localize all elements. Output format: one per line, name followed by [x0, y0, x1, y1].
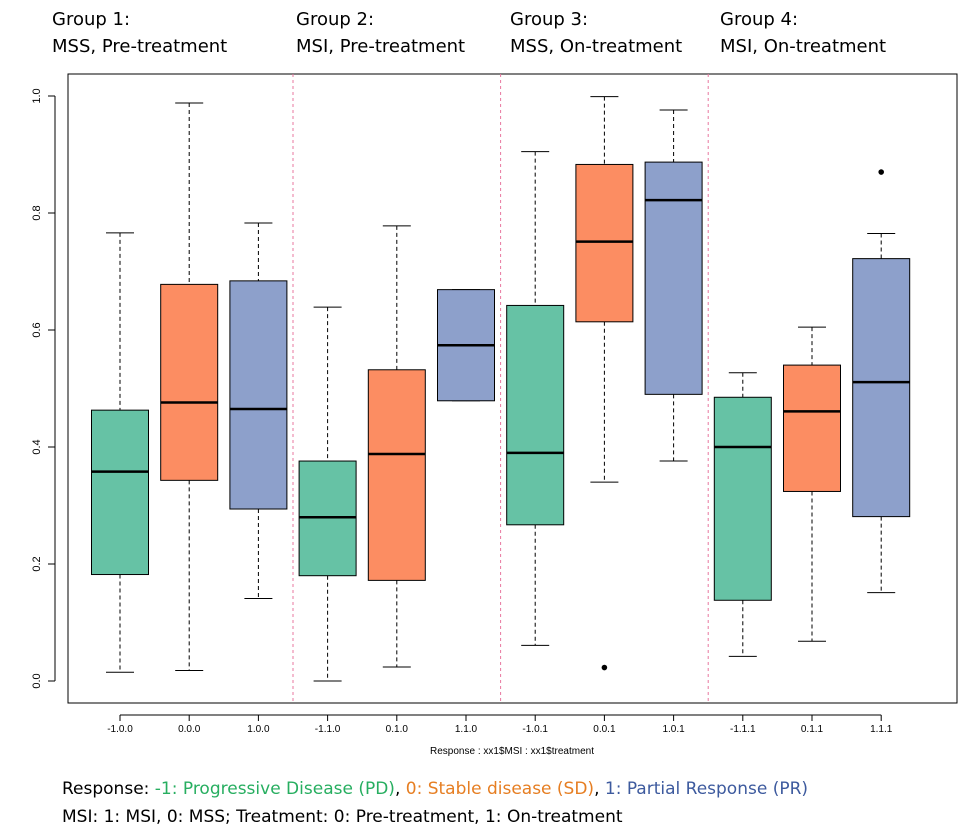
x-tick-label: 1.1.0 — [455, 724, 478, 735]
y-tick-label: 0.4 — [31, 439, 43, 454]
response-pd: -1: Progressive Disease (PD) — [154, 779, 395, 799]
group-subtitle: MSI, On-treatment — [720, 36, 887, 57]
group-subtitle: MSS, Pre-treatment — [52, 36, 228, 57]
group-title: Group 2: — [296, 9, 375, 30]
box-0.0.0 — [160, 283, 219, 481]
group-title: Group 4: — [720, 9, 799, 30]
outlier-point — [878, 169, 884, 175]
x-tick-label: 0.0.1 — [593, 724, 616, 735]
group-header-3: Group 3: MSS, On-treatment — [510, 6, 682, 60]
x-tick-label: -1.0.0 — [107, 724, 133, 735]
plot-frame — [67, 73, 958, 704]
response-sep-2: , — [594, 779, 605, 799]
box-1.0.0 — [229, 280, 288, 510]
x-tick-label: 1.1.1 — [870, 724, 893, 735]
box--1.0.0 — [91, 409, 149, 576]
y-tick-label: 0.8 — [31, 205, 43, 220]
group-title: Group 3: — [510, 9, 589, 30]
group-title: Group 1: — [52, 9, 131, 30]
box--1.1.1 — [713, 396, 772, 601]
box-0.1.0 — [367, 369, 426, 581]
y-tick-label: 0.0 — [31, 673, 43, 688]
x-tick-label: -1.0.1 — [522, 724, 548, 735]
x-tick-label: -1.1.1 — [730, 724, 756, 735]
box-0.1.1 — [783, 364, 841, 492]
x-tick-label: 1.0.1 — [662, 724, 685, 735]
response-sep-1: , — [394, 779, 406, 799]
box-1.1.1 — [852, 258, 911, 518]
y-tick-label: 0.2 — [31, 556, 43, 571]
response-pr: 1: Partial Response (PR) — [604, 779, 809, 799]
y-tick-label: 1.0 — [31, 88, 43, 103]
group-header-4: Group 4: MSI, On-treatment — [720, 6, 886, 60]
x-tick-label: 0.1.1 — [801, 724, 824, 735]
group-header-2: Group 2: MSI, Pre-treatment — [296, 6, 465, 60]
response-prefix: Response: — [62, 779, 155, 799]
outlier-point — [601, 664, 608, 671]
y-tick-label: 0.6 — [31, 322, 43, 337]
boxplot-chart: 0.0 0.2 0.4 0.6 0.8 1.0 -1.0.0 0.0.0 1.0.0 -1.1.0… — [31, 73, 958, 757]
response-sd: 0: Stable disease (SD) — [405, 779, 595, 799]
x-tick-label: 0.0.0 — [178, 724, 201, 735]
group-header-1: Group 1: MSS, Pre-treatment — [52, 6, 227, 60]
group-subtitle: MSS, On-treatment — [510, 36, 683, 57]
x-tick-label: 1.0.0 — [247, 724, 270, 735]
response-legend-note: Response: -1: Progressive Disease (PD), … — [62, 779, 808, 799]
box--1.0.1 — [506, 304, 565, 526]
x-tick-label: 0.1.0 — [386, 724, 409, 735]
group-subtitle: MSI, Pre-treatment — [296, 36, 466, 57]
box-0.0.1 — [575, 163, 634, 323]
x-tick-label: -1.1.0 — [315, 724, 341, 735]
x-axis-label: Response : xx1$MSI : xx1$treatment — [430, 746, 594, 757]
box-1.0.1 — [644, 161, 703, 395]
coding-note: MSI: 1: MSI, 0: MSS; Treatment: 0: Pre-t… — [62, 807, 623, 827]
